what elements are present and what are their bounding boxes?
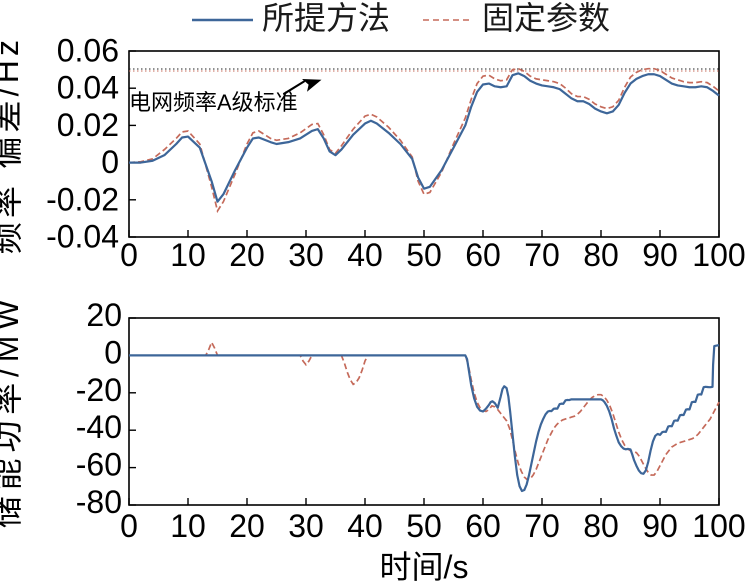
- svg-text:60: 60: [465, 508, 501, 544]
- svg-text:时间/s: 时间/s: [380, 549, 469, 585]
- svg-text:0.04: 0.04: [57, 70, 119, 106]
- svg-text:40: 40: [347, 508, 383, 544]
- svg-text:40: 40: [347, 237, 383, 273]
- svg-text:0: 0: [120, 508, 138, 544]
- svg-text:0: 0: [120, 237, 138, 273]
- svg-text:30: 30: [288, 237, 324, 273]
- svg-text:30: 30: [288, 508, 324, 544]
- svg-text:-40: -40: [76, 409, 122, 445]
- svg-text:90: 90: [642, 237, 678, 273]
- svg-text:100: 100: [692, 237, 745, 273]
- svg-text:所提方法: 所提方法: [262, 0, 390, 36]
- svg-text:频率 偏差/Hz: 频率 偏差/Hz: [0, 36, 25, 255]
- svg-text:0: 0: [101, 144, 119, 180]
- svg-text:-20: -20: [76, 372, 122, 408]
- svg-text:10: 10: [170, 237, 206, 273]
- svg-text:0.02: 0.02: [57, 107, 119, 143]
- svg-text:-0.02: -0.02: [46, 181, 119, 217]
- svg-text:10: 10: [170, 508, 206, 544]
- svg-text:20: 20: [229, 237, 265, 273]
- svg-text:80: 80: [583, 508, 619, 544]
- svg-text:电网频率A级标准: 电网频率A级标准: [129, 90, 298, 115]
- svg-text:90: 90: [642, 508, 678, 544]
- svg-text:20: 20: [229, 508, 265, 544]
- svg-text:-0.04: -0.04: [46, 219, 119, 255]
- svg-text:50: 50: [406, 237, 442, 273]
- svg-text:100: 100: [692, 508, 745, 544]
- svg-text:0.06: 0.06: [57, 33, 119, 69]
- svg-text:固定参数: 固定参数: [482, 0, 610, 36]
- svg-text:80: 80: [583, 237, 619, 273]
- svg-text:0: 0: [104, 334, 122, 370]
- svg-text:-60: -60: [76, 447, 122, 483]
- svg-text:70: 70: [524, 237, 560, 273]
- svg-text:储能功率/MW: 储能功率/MW: [0, 294, 25, 528]
- svg-text:60: 60: [465, 237, 501, 273]
- svg-text:50: 50: [406, 508, 442, 544]
- svg-text:70: 70: [524, 508, 560, 544]
- svg-text:20: 20: [86, 297, 122, 333]
- svg-text:-80: -80: [76, 484, 122, 520]
